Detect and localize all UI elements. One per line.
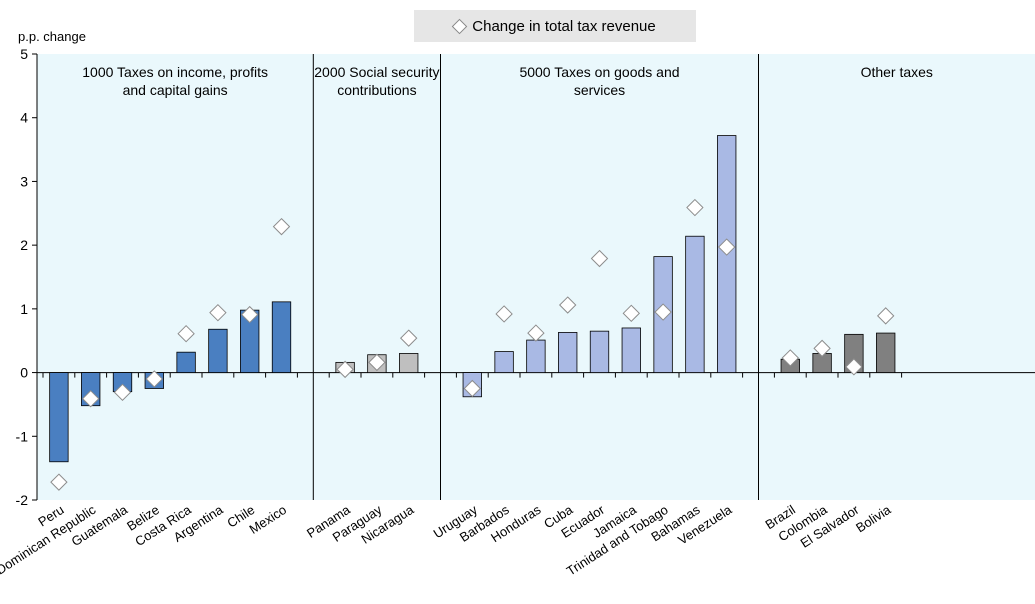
category-label: Bolivia — [853, 502, 894, 536]
y-tick-label: 5 — [20, 46, 28, 62]
total-change-marker — [463, 379, 482, 398]
legend: Change in total tax revenue — [414, 10, 696, 42]
bar — [208, 328, 228, 373]
group-header: 2000 Social security — [314, 64, 439, 80]
total-change-marker — [177, 324, 195, 343]
total-change-marker — [145, 370, 164, 388]
total-change-marker — [717, 238, 736, 256]
y-tick-label: 0 — [20, 365, 28, 381]
bar — [685, 235, 705, 373]
total-change-marker — [272, 217, 291, 236]
total-change-marker — [399, 329, 418, 347]
y-tick-label: 3 — [20, 173, 28, 189]
total-change-marker — [590, 249, 609, 268]
y-tick-label: -1 — [16, 428, 29, 444]
category-label: Mexico — [246, 502, 289, 537]
group-header: contributions — [337, 82, 416, 98]
total-change-marker — [240, 305, 259, 324]
group-header: 1000 Taxes on income, profits — [82, 64, 268, 80]
total-change-marker — [527, 324, 545, 342]
bar — [494, 351, 514, 373]
total-change-marker — [813, 339, 831, 358]
bar — [876, 332, 896, 373]
bar — [589, 330, 610, 373]
y-tick-label: -2 — [16, 492, 29, 508]
total-change-marker — [336, 360, 354, 379]
total-change-marker — [781, 349, 800, 367]
bar — [271, 301, 292, 373]
total-change-marker — [876, 307, 895, 325]
y-tick-label: 4 — [20, 110, 28, 126]
bar — [621, 327, 641, 373]
total-change-marker — [368, 353, 386, 372]
total-change-marker — [113, 383, 132, 402]
y-tick-label: 2 — [20, 237, 28, 253]
bar — [176, 351, 196, 373]
bar — [399, 353, 419, 373]
y-axis-label: p.p. change — [18, 29, 86, 44]
total-change-marker — [686, 198, 704, 217]
group-header: services — [574, 82, 625, 98]
bar — [49, 372, 69, 463]
total-change-marker — [81, 389, 100, 408]
total-change-marker — [654, 303, 672, 321]
bar — [526, 339, 546, 373]
total-change-marker — [50, 473, 68, 491]
total-change-marker — [495, 305, 513, 323]
group-header: 5000 Taxes on goods and — [519, 64, 679, 80]
bar — [558, 332, 578, 373]
group-header: Other taxes — [861, 64, 933, 80]
total-change-marker — [845, 358, 863, 376]
total-change-marker — [209, 303, 227, 322]
y-tick-label: 1 — [20, 301, 28, 317]
total-change-marker — [622, 304, 641, 323]
plot-area — [37, 54, 1035, 500]
total-change-marker — [558, 296, 577, 314]
legend-label: Change in total tax revenue — [472, 17, 656, 35]
group-header: and capital gains — [123, 82, 228, 98]
